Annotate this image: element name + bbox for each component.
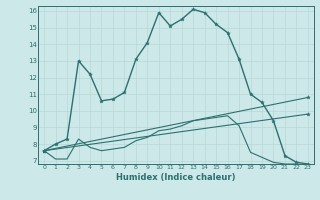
X-axis label: Humidex (Indice chaleur): Humidex (Indice chaleur): [116, 173, 236, 182]
